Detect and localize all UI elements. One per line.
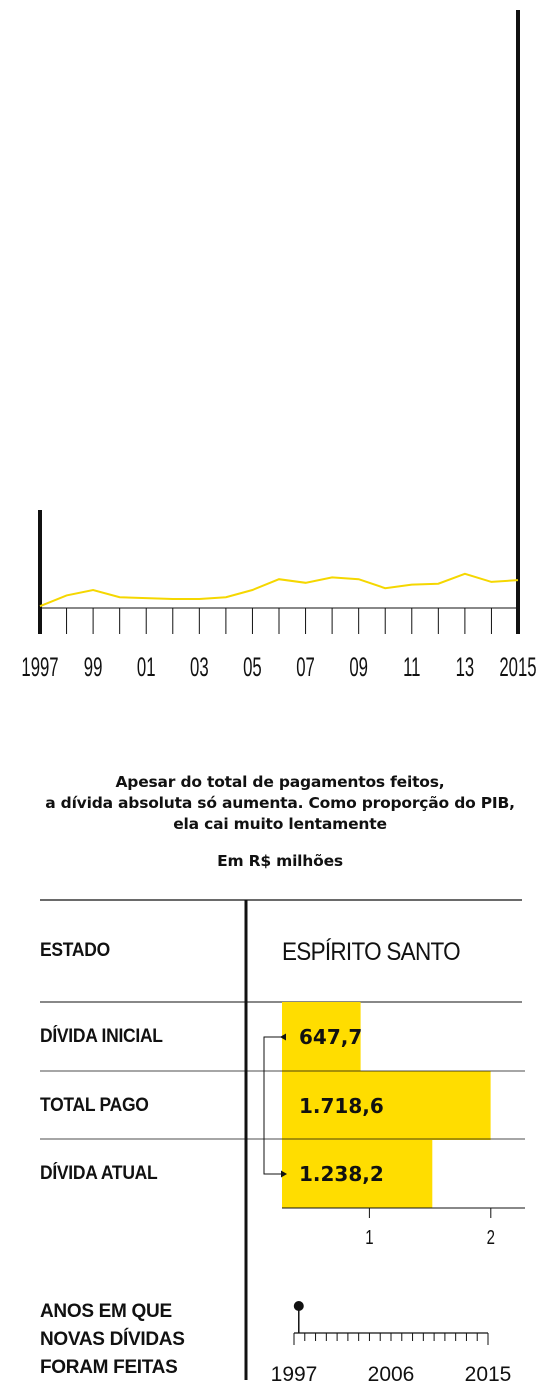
unit-label: Em R$ milhões <box>217 852 343 870</box>
x-tick-label: 03 <box>190 652 209 682</box>
timeline-marker-dot <box>293 1301 304 1311</box>
header-label-estado: ESTADO <box>40 940 110 961</box>
debt-line-chart: 1997 99 01 03 05 07 09 11 13 2015 <box>21 10 537 682</box>
timeline-markers <box>293 1301 304 1333</box>
years-label-line-1: ANOS EM QUE <box>40 1301 172 1322</box>
bar-2 <box>282 1139 433 1208</box>
row-label-divida-inicial: DÍVIDA INICIAL <box>40 1026 163 1047</box>
x-tick-label: 2015 <box>499 652 536 682</box>
x-tick-label: 05 <box>243 652 262 682</box>
bar-value-divida-atual: 1.238,2 <box>299 1162 384 1186</box>
x-tick-label: 09 <box>349 652 368 682</box>
timeline-label: 1997 <box>271 1363 318 1386</box>
timeline-labels: 1997 2006 2015 <box>271 1363 512 1386</box>
chart-right-bar <box>516 10 520 634</box>
x-tick-label: 11 <box>403 652 420 682</box>
timeline-label: 2015 <box>465 1363 512 1386</box>
state-name: ESPÍRITO SANTO <box>282 938 461 966</box>
bracket-arrow-bottom <box>281 1170 287 1178</box>
x-axis-tick-labels: 1997 99 01 03 05 07 09 11 13 2015 <box>21 652 536 682</box>
bar-axis-tick-label: 1 <box>365 1226 373 1249</box>
timeline-ticks <box>293 1333 489 1345</box>
caption-line-1: Apesar do total de pagamentos feitos, <box>115 773 445 791</box>
row-label-total-pago: TOTAL PAGO <box>40 1095 149 1116</box>
row-label-divida-atual: DÍVIDA ATUAL <box>40 1163 158 1184</box>
series-line <box>39 572 519 608</box>
x-tick-label: 13 <box>456 652 475 682</box>
bar-0 <box>282 1002 361 1071</box>
years-label-line-3: FORAM FEITAS <box>40 1357 178 1378</box>
years-label: ANOS EM QUE NOVAS DÍVIDAS FORAM FEITAS <box>40 1298 185 1382</box>
x-tick-label: 1997 <box>21 652 58 682</box>
x-tick-label: 07 <box>296 652 315 682</box>
bar-1 <box>282 1071 491 1140</box>
bar-axis-tick-label: 2 <box>487 1226 495 1249</box>
years-label-line-2: NOVAS DÍVIDAS <box>40 1329 185 1350</box>
caption-line-3: ela cai muito lentamente <box>173 815 387 833</box>
bar-value-total-pago: 1.718,6 <box>299 1094 384 1118</box>
timeline-label: 2006 <box>368 1363 415 1386</box>
bracket-arrow-top <box>280 1033 286 1041</box>
chart-caption: Apesar do total de pagamentos feitos, a … <box>0 772 560 835</box>
chart-left-bar <box>38 510 42 634</box>
x-tick-label: 99 <box>84 652 103 682</box>
caption-line-2: a dívida absoluta só aumenta. Como propo… <box>45 794 515 812</box>
x-tick-label: 01 <box>137 652 156 682</box>
bars-group <box>282 1002 491 1208</box>
x-axis-ticks <box>66 608 492 634</box>
bracket-connector <box>263 1036 282 1175</box>
bar-value-divida-inicial: 647,7 <box>299 1025 363 1049</box>
